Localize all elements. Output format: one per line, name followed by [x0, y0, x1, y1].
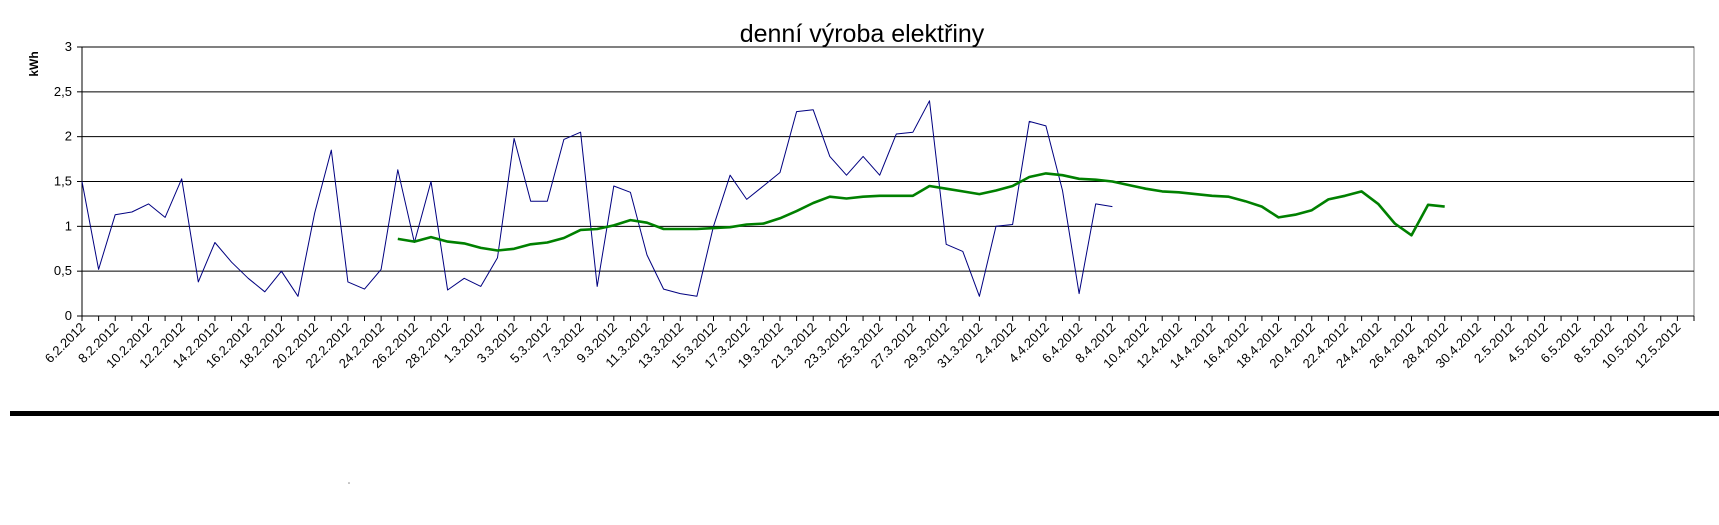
- y-tick-label: 0: [65, 308, 72, 323]
- chart-title: denní výroba elektřiny: [740, 20, 985, 48]
- dot: [348, 482, 350, 484]
- y-tick-label: 3: [65, 39, 72, 54]
- y-tick-label: 1: [65, 218, 72, 233]
- data-line: [81, 100, 1113, 297]
- y-tick-label: 2: [65, 129, 72, 144]
- y-tick-label: 2,5: [54, 84, 72, 99]
- y-tick-label: 0,5: [54, 263, 72, 278]
- data-line: [397, 172, 1445, 252]
- y-axis-label: kWh: [27, 51, 41, 76]
- y-tick-label: 1,5: [54, 174, 72, 189]
- separator: [10, 411, 1719, 416]
